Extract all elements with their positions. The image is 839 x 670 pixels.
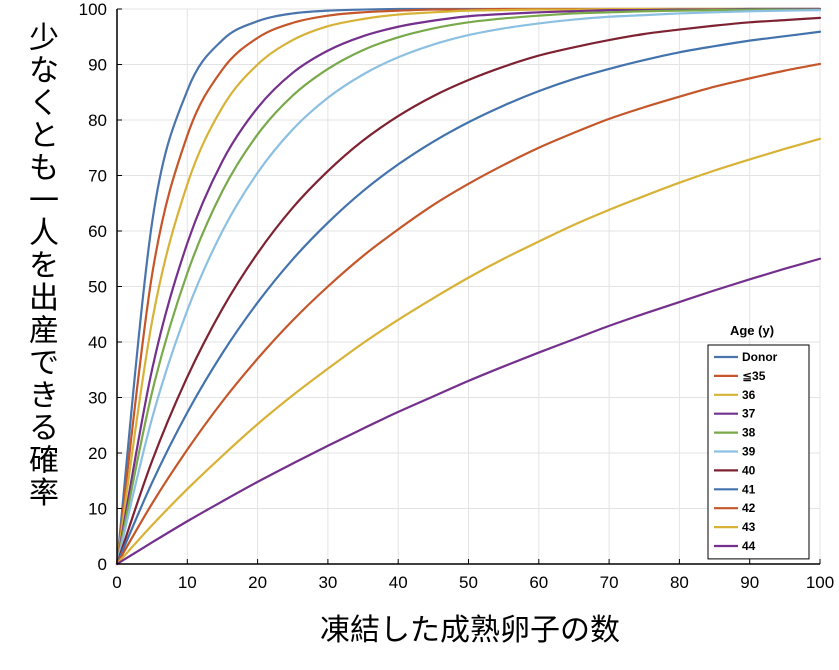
legend-entry-8: 42 (742, 501, 756, 515)
legend-entry-0: Donor (742, 350, 778, 364)
series-line-9 (115, 137, 822, 566)
x-tick-label: 10 (178, 573, 197, 592)
x-tick-label: 30 (318, 573, 337, 592)
x-tick-labels: 0 10 20 30 40 50 60 70 80 90 100 (112, 573, 834, 592)
x-tick-label: 50 (459, 573, 478, 592)
x-tick-label: 70 (600, 573, 619, 592)
legend-entry-3: 37 (742, 407, 756, 421)
series-line-8 (115, 62, 822, 566)
series-line-6 (115, 16, 822, 566)
legend-entry-5: 39 (742, 445, 756, 459)
x-tick-label: 20 (248, 573, 267, 592)
y-tick-label: 10 (88, 500, 107, 519)
y-tick-label: 0 (98, 555, 107, 574)
legend-title: Age (y) (730, 323, 774, 338)
legend-entry-1: ≦35 (742, 369, 766, 383)
legend-entry-4: 38 (742, 426, 756, 440)
x-tick-label: 80 (670, 573, 689, 592)
y-tick-label: 30 (88, 389, 107, 408)
y-tick-label: 40 (88, 333, 107, 352)
x-axis-label: 凍結した成熟卵子の数 (320, 613, 620, 648)
y-tick-label: 70 (88, 167, 107, 186)
series-line-5 (115, 9, 822, 566)
legend: Age (y) Donor ≦35 36 37 38 39 40 41 42 43 44 (707, 323, 810, 560)
x-tick-label: 90 (740, 573, 759, 592)
series-line-4 (115, 8, 822, 566)
axes (116, 8, 821, 565)
y-tick-label: 20 (88, 444, 107, 463)
legend-entry-10: 44 (742, 539, 756, 553)
legend-entry-9: 43 (742, 520, 756, 534)
x-tick-label: 60 (529, 573, 548, 592)
y-tick-label: 100 (79, 0, 107, 19)
x-tick-label: 100 (806, 573, 834, 592)
y-tick-labels: 0 10 20 30 40 50 60 70 80 90 100 (79, 0, 107, 574)
y-tick-label: 90 (88, 56, 107, 75)
legend-entry-2: 36 (742, 388, 756, 402)
x-tick-label: 40 (389, 573, 408, 592)
x-tick-label: 0 (112, 573, 121, 592)
series-line-7 (115, 30, 822, 566)
legend-entry-6: 40 (742, 463, 756, 477)
series-line-10 (115, 257, 822, 566)
y-tick-label: 60 (88, 222, 107, 241)
y-tick-label: 50 (88, 278, 107, 297)
y-axis-label: 少なくとも一人を出産できる確率 (29, 21, 59, 511)
series-lines (115, 7, 822, 566)
legend-entry-7: 41 (742, 482, 756, 496)
y-tick-label: 80 (88, 111, 107, 130)
